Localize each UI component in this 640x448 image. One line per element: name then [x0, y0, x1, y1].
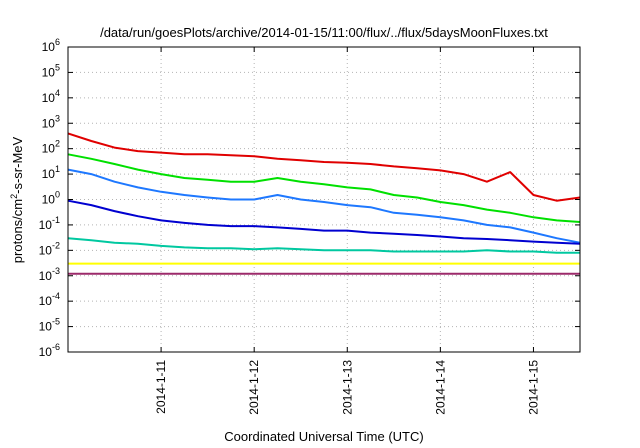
series-line-3 — [67, 168, 581, 244]
y-axis-title-pre: protons/cm — [10, 199, 25, 263]
y-tick-base: 10 — [42, 65, 56, 79]
y-tick-exponent: -1 — [52, 215, 60, 225]
chart-title: /data/run/goesPlots/archive/2014-01-15/1… — [100, 25, 548, 40]
y-tick-base: 10 — [39, 243, 53, 257]
y-tick-label: 102 — [42, 139, 60, 156]
x-tick-label: 2014-1-15 — [526, 360, 540, 415]
series-line-1 — [67, 132, 581, 202]
y-tick-label: 10-3 — [39, 266, 60, 283]
y-tick-base: 10 — [42, 91, 56, 105]
y-tick-exponent: 2 — [55, 139, 60, 149]
y-tick-labels: 10-610-510-410-310-210-11001011021031041… — [39, 37, 60, 359]
y-tick-label: 100 — [42, 190, 60, 207]
y-tick-label: 10-2 — [39, 240, 60, 257]
y-tick-base: 10 — [42, 167, 56, 181]
x-tick-label: 2014-1-12 — [247, 360, 261, 415]
y-tick-label: 106 — [42, 37, 60, 54]
y-tick-base: 10 — [39, 294, 53, 308]
y-tick-label: 101 — [42, 164, 60, 181]
y-tick-base: 10 — [42, 40, 56, 54]
y-tick-exponent: -6 — [52, 342, 60, 352]
x-tick-label: 2014-1-11 — [154, 360, 168, 414]
y-tick-label: 10-5 — [39, 317, 60, 334]
y-axis-title-post: -s-sr-MeV — [10, 136, 25, 193]
y-tick-exponent: -3 — [52, 266, 60, 276]
y-tick-exponent: -4 — [52, 291, 60, 301]
x-tick-label: 2014-1-13 — [340, 360, 354, 415]
y-tick-base: 10 — [39, 345, 53, 359]
y-tick-base: 10 — [42, 142, 56, 156]
y-tick-exponent: 3 — [55, 113, 60, 123]
y-tick-exponent: 5 — [55, 62, 60, 72]
y-tick-label: 104 — [42, 88, 60, 105]
y-tick-exponent: 0 — [55, 190, 60, 200]
y-axis-title: protons/cm2-s-sr-MeV — [9, 136, 25, 263]
series-line-5 — [67, 237, 580, 254]
y-tick-exponent: -2 — [52, 240, 60, 250]
x-tick-labels: 2014-1-11 2014-1-12 2014-1-13 2014-1-14 2014… — [154, 360, 540, 415]
y-tick-base: 10 — [39, 320, 53, 334]
y-tick-label: 10-1 — [39, 215, 60, 232]
y-tick-base: 10 — [39, 218, 53, 232]
y-tick-exponent: 1 — [55, 164, 60, 174]
y-tick-label: 10-6 — [39, 342, 60, 359]
y-tick-label: 10-4 — [39, 291, 60, 308]
y-tick-base: 10 — [39, 269, 53, 283]
y-tick-base: 10 — [42, 193, 56, 207]
y-tick-exponent: 4 — [55, 88, 60, 98]
series-line-4 — [67, 199, 581, 245]
tick-layer — [68, 46, 580, 353]
x-tick-label: 2014-1-14 — [433, 360, 447, 415]
x-axis-title: Coordinated Universal Time (UTC) — [224, 429, 423, 444]
y-tick-exponent: 6 — [55, 37, 60, 47]
y-tick-label: 103 — [42, 113, 60, 130]
y-tick-label: 105 — [42, 62, 60, 79]
series-line-2 — [67, 153, 581, 223]
y-axis-title-sup: 2 — [9, 194, 19, 199]
y-tick-base: 10 — [42, 116, 56, 130]
y-tick-exponent: -5 — [52, 317, 60, 327]
series-layer — [67, 132, 581, 275]
